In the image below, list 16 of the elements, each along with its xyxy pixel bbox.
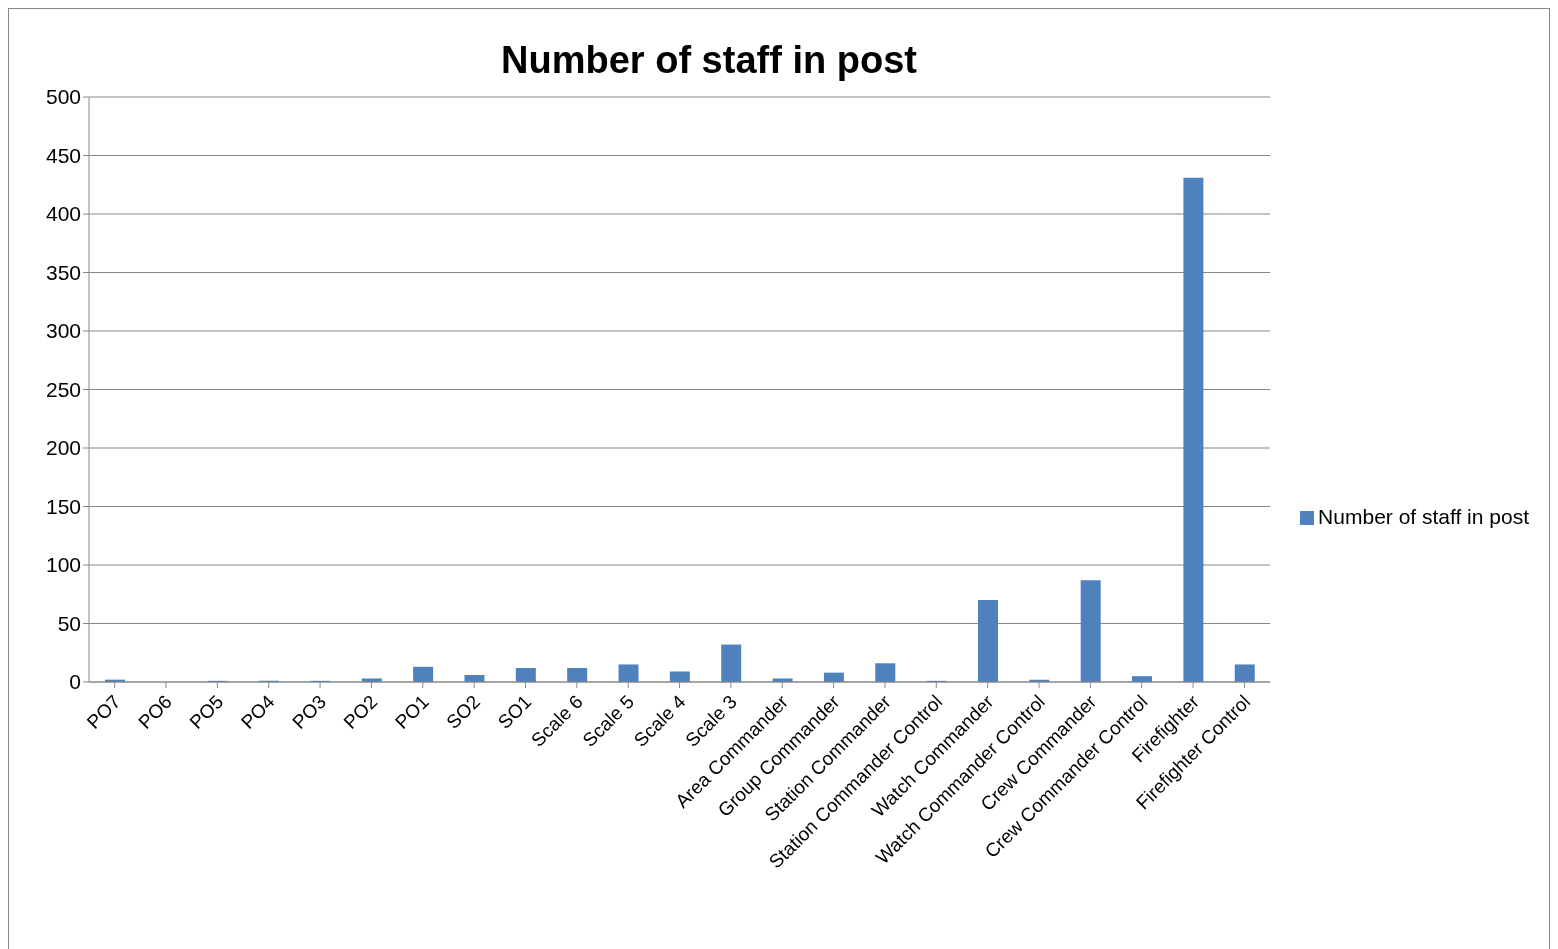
y-tick-label: 450 (45, 143, 81, 167)
y-tick-label: 500 (45, 85, 81, 109)
y-tick-label: 100 (45, 553, 81, 577)
chart-title: Number of staff in post (500, 38, 918, 82)
y-tick-label: 400 (45, 202, 81, 226)
y-tick-label: 200 (45, 436, 81, 460)
legend-label: Number of staff in post (1318, 505, 1529, 528)
y-tick-label: 300 (45, 319, 81, 343)
y-tick-label: 350 (45, 260, 81, 284)
y-tick-label: 50 (57, 611, 81, 635)
x-tick-label: SO2 (442, 691, 485, 733)
x-tick-label: PO1 (390, 691, 433, 733)
y-tick-label: 0 (69, 670, 81, 694)
y-tick-label: 250 (45, 377, 81, 401)
x-tick-label: SO1 (493, 691, 536, 733)
y-tick-label: 150 (45, 494, 81, 518)
